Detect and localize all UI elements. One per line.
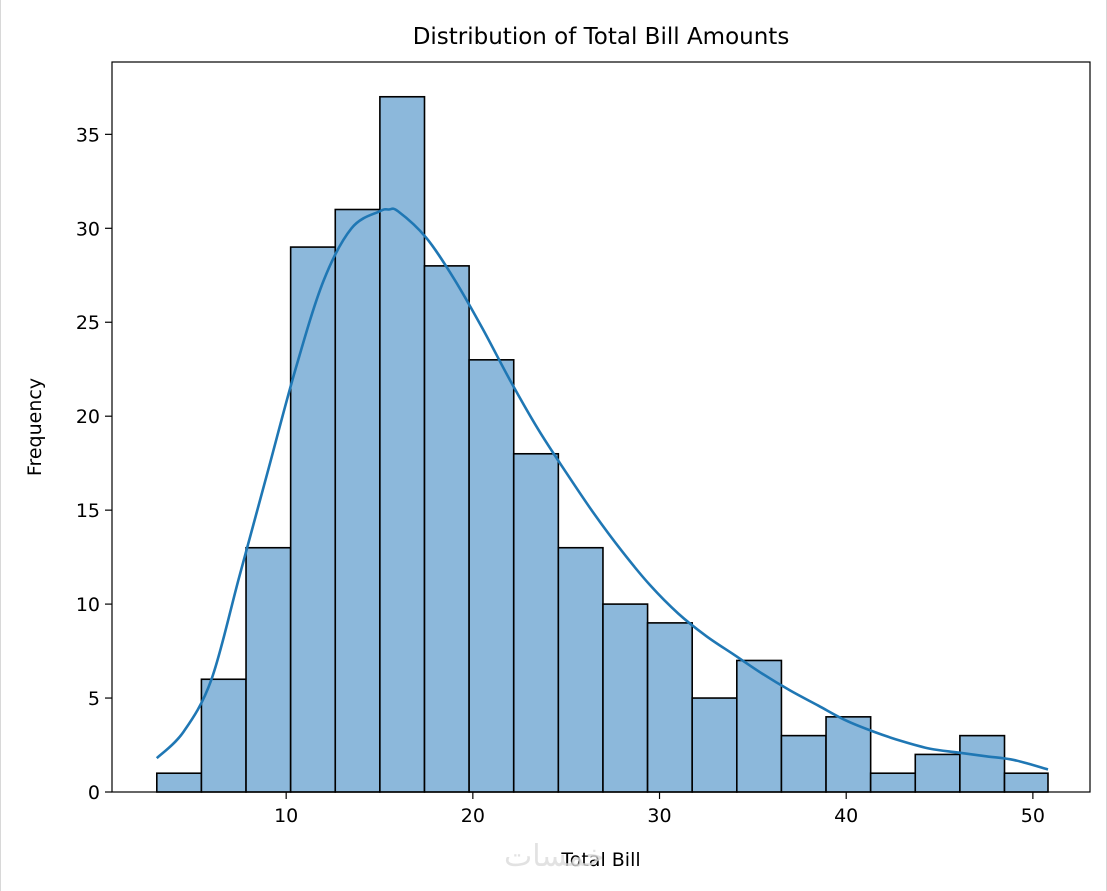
histogram-bar bbox=[646, 622, 693, 793]
y-tick-label: 35 bbox=[76, 124, 100, 146]
x-tick-label: 50 bbox=[1021, 805, 1045, 827]
histogram-bar bbox=[1003, 772, 1049, 793]
plot-area-frame bbox=[111, 61, 1091, 793]
histogram-bar bbox=[379, 95, 426, 793]
histogram-bar bbox=[156, 772, 203, 793]
x-axis-title: Total Bill bbox=[560, 849, 640, 871]
x-tick-label: 20 bbox=[461, 805, 485, 827]
histogram-bar bbox=[914, 753, 961, 793]
y-tick-label: 15 bbox=[76, 500, 100, 522]
y-tick-label: 5 bbox=[88, 688, 100, 710]
histogram-bar bbox=[869, 772, 917, 793]
y-tick-label: 20 bbox=[76, 406, 100, 428]
histogram-bar bbox=[691, 697, 738, 793]
kde-curve bbox=[155, 207, 1049, 771]
x-tick-label: 40 bbox=[834, 805, 858, 827]
y-tick-label: 10 bbox=[76, 594, 100, 616]
histogram-bar bbox=[423, 265, 470, 793]
y-tick-label: 25 bbox=[76, 312, 100, 334]
histogram-bar bbox=[825, 716, 872, 793]
y-axis: 0 5 10 15 20 25 30 35 bbox=[76, 124, 112, 804]
histogram-bar bbox=[468, 359, 515, 793]
histogram-bar bbox=[959, 734, 1006, 793]
kde-layer bbox=[155, 207, 1049, 771]
y-axis-title: Frequency bbox=[24, 378, 46, 476]
histogram-bar bbox=[245, 546, 292, 793]
x-axis: 10 20 30 40 50 bbox=[274, 792, 1045, 827]
y-tick-label: 0 bbox=[88, 782, 100, 804]
y-tick-label: 30 bbox=[76, 218, 100, 240]
watermark-logo: خمسات bbox=[504, 839, 604, 874]
x-tick-label: 30 bbox=[647, 805, 671, 827]
histogram-bar bbox=[200, 678, 247, 793]
histogram-bar bbox=[602, 603, 649, 793]
chart-title: Distribution of Total Bill Amounts bbox=[413, 24, 790, 50]
bars-layer bbox=[156, 95, 1049, 793]
histogram-bar bbox=[334, 208, 381, 793]
x-tick-label: 10 bbox=[274, 805, 298, 827]
histogram-bar bbox=[557, 546, 604, 793]
histogram-bar bbox=[289, 246, 337, 793]
histogram-bar bbox=[780, 734, 827, 793]
histogram-bar bbox=[512, 452, 560, 793]
